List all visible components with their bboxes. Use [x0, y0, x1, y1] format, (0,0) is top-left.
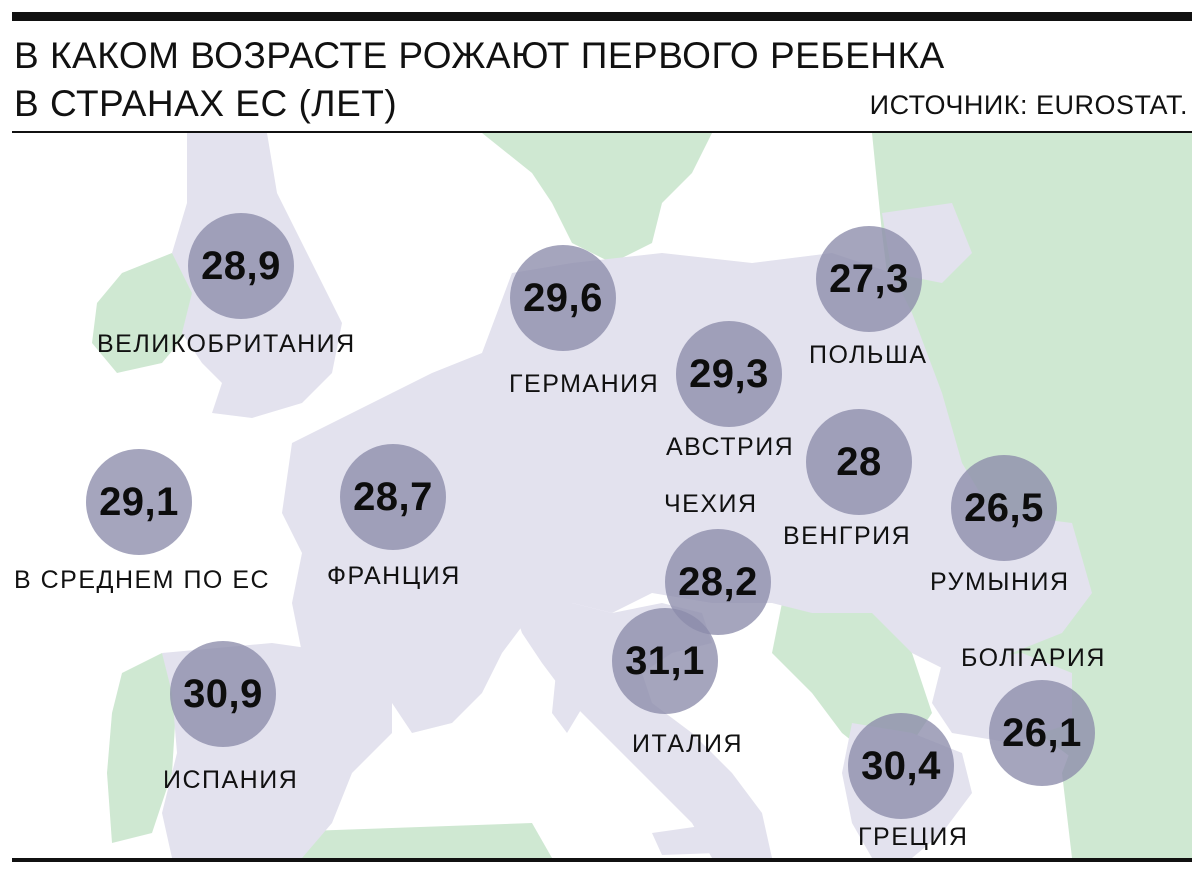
country-4-value-bubble: 29,1 — [86, 449, 192, 555]
country-2-value-bubble: 27,3 — [816, 226, 922, 332]
country-2-label: ПОЛЬША — [809, 341, 928, 369]
country-9-label: ИТАЛИЯ — [632, 730, 744, 758]
source-note: ИСТОЧНИК: EUROSTAT. — [869, 90, 1188, 120]
country-4-label: В СРЕДНЕМ ПО ЕС — [14, 566, 271, 594]
page-title: В КАКОМ ВОЗРАСТЕ РОЖАЮТ ПЕРВОГО РЕБЕНКА … — [14, 32, 945, 128]
country-0-label: ВЕЛИКОБРИТАНИЯ — [97, 330, 356, 358]
country-0-value-bubble: 28,9 — [188, 213, 294, 319]
europe-map: 28,9 ВЕЛИКОБРИТАНИЯ 29,6 ГЕРМАНИЯ 27,3 ПОЛЬША… — [12, 133, 1192, 858]
bottom-rule — [12, 858, 1192, 862]
country-5-value-bubble: 28,7 — [340, 444, 446, 550]
title-line-1: В КАКОМ ВОЗРАСТЕ РОЖАЮТ ПЕРВОГО РЕБЕНКА — [14, 35, 945, 76]
country-1-value-bubble: 29,6 — [510, 245, 616, 351]
country-10-label: БОЛГАРИЯ — [961, 644, 1106, 672]
country-5-label: ФРАНЦИЯ — [327, 562, 461, 590]
top-rule — [12, 12, 1192, 21]
eu-land — [162, 133, 1092, 858]
country-11-label: ИСПАНИЯ — [163, 766, 299, 794]
country-6-value-bubble: 28 — [806, 409, 912, 515]
title-line-2: В СТРАНАХ ЕС (ЛЕТ) — [14, 83, 398, 124]
country-11-value-bubble: 30,9 — [170, 641, 276, 747]
country-1-label: ГЕРМАНИЯ — [509, 370, 660, 398]
country-10-value-bubble: 26,1 — [989, 680, 1095, 786]
country-12-value-bubble: 30,4 — [848, 713, 954, 819]
map-background — [92, 133, 1192, 858]
country-6-label: ВЕНГРИЯ — [783, 522, 912, 550]
country-8-label: ЧЕХИЯ — [664, 490, 758, 518]
country-3-label: АВСТРИЯ — [666, 433, 795, 461]
country-7-value-bubble: 26,5 — [951, 455, 1057, 561]
country-7-label: РУМЫНИЯ — [930, 568, 1070, 596]
country-9-value-bubble: 31,1 — [612, 608, 718, 714]
country-3-value-bubble: 29,3 — [676, 321, 782, 427]
header-rule — [12, 131, 1192, 133]
country-12-label: ГРЕЦИЯ — [858, 823, 969, 851]
country-8-value-bubble: 28,2 — [665, 529, 771, 635]
